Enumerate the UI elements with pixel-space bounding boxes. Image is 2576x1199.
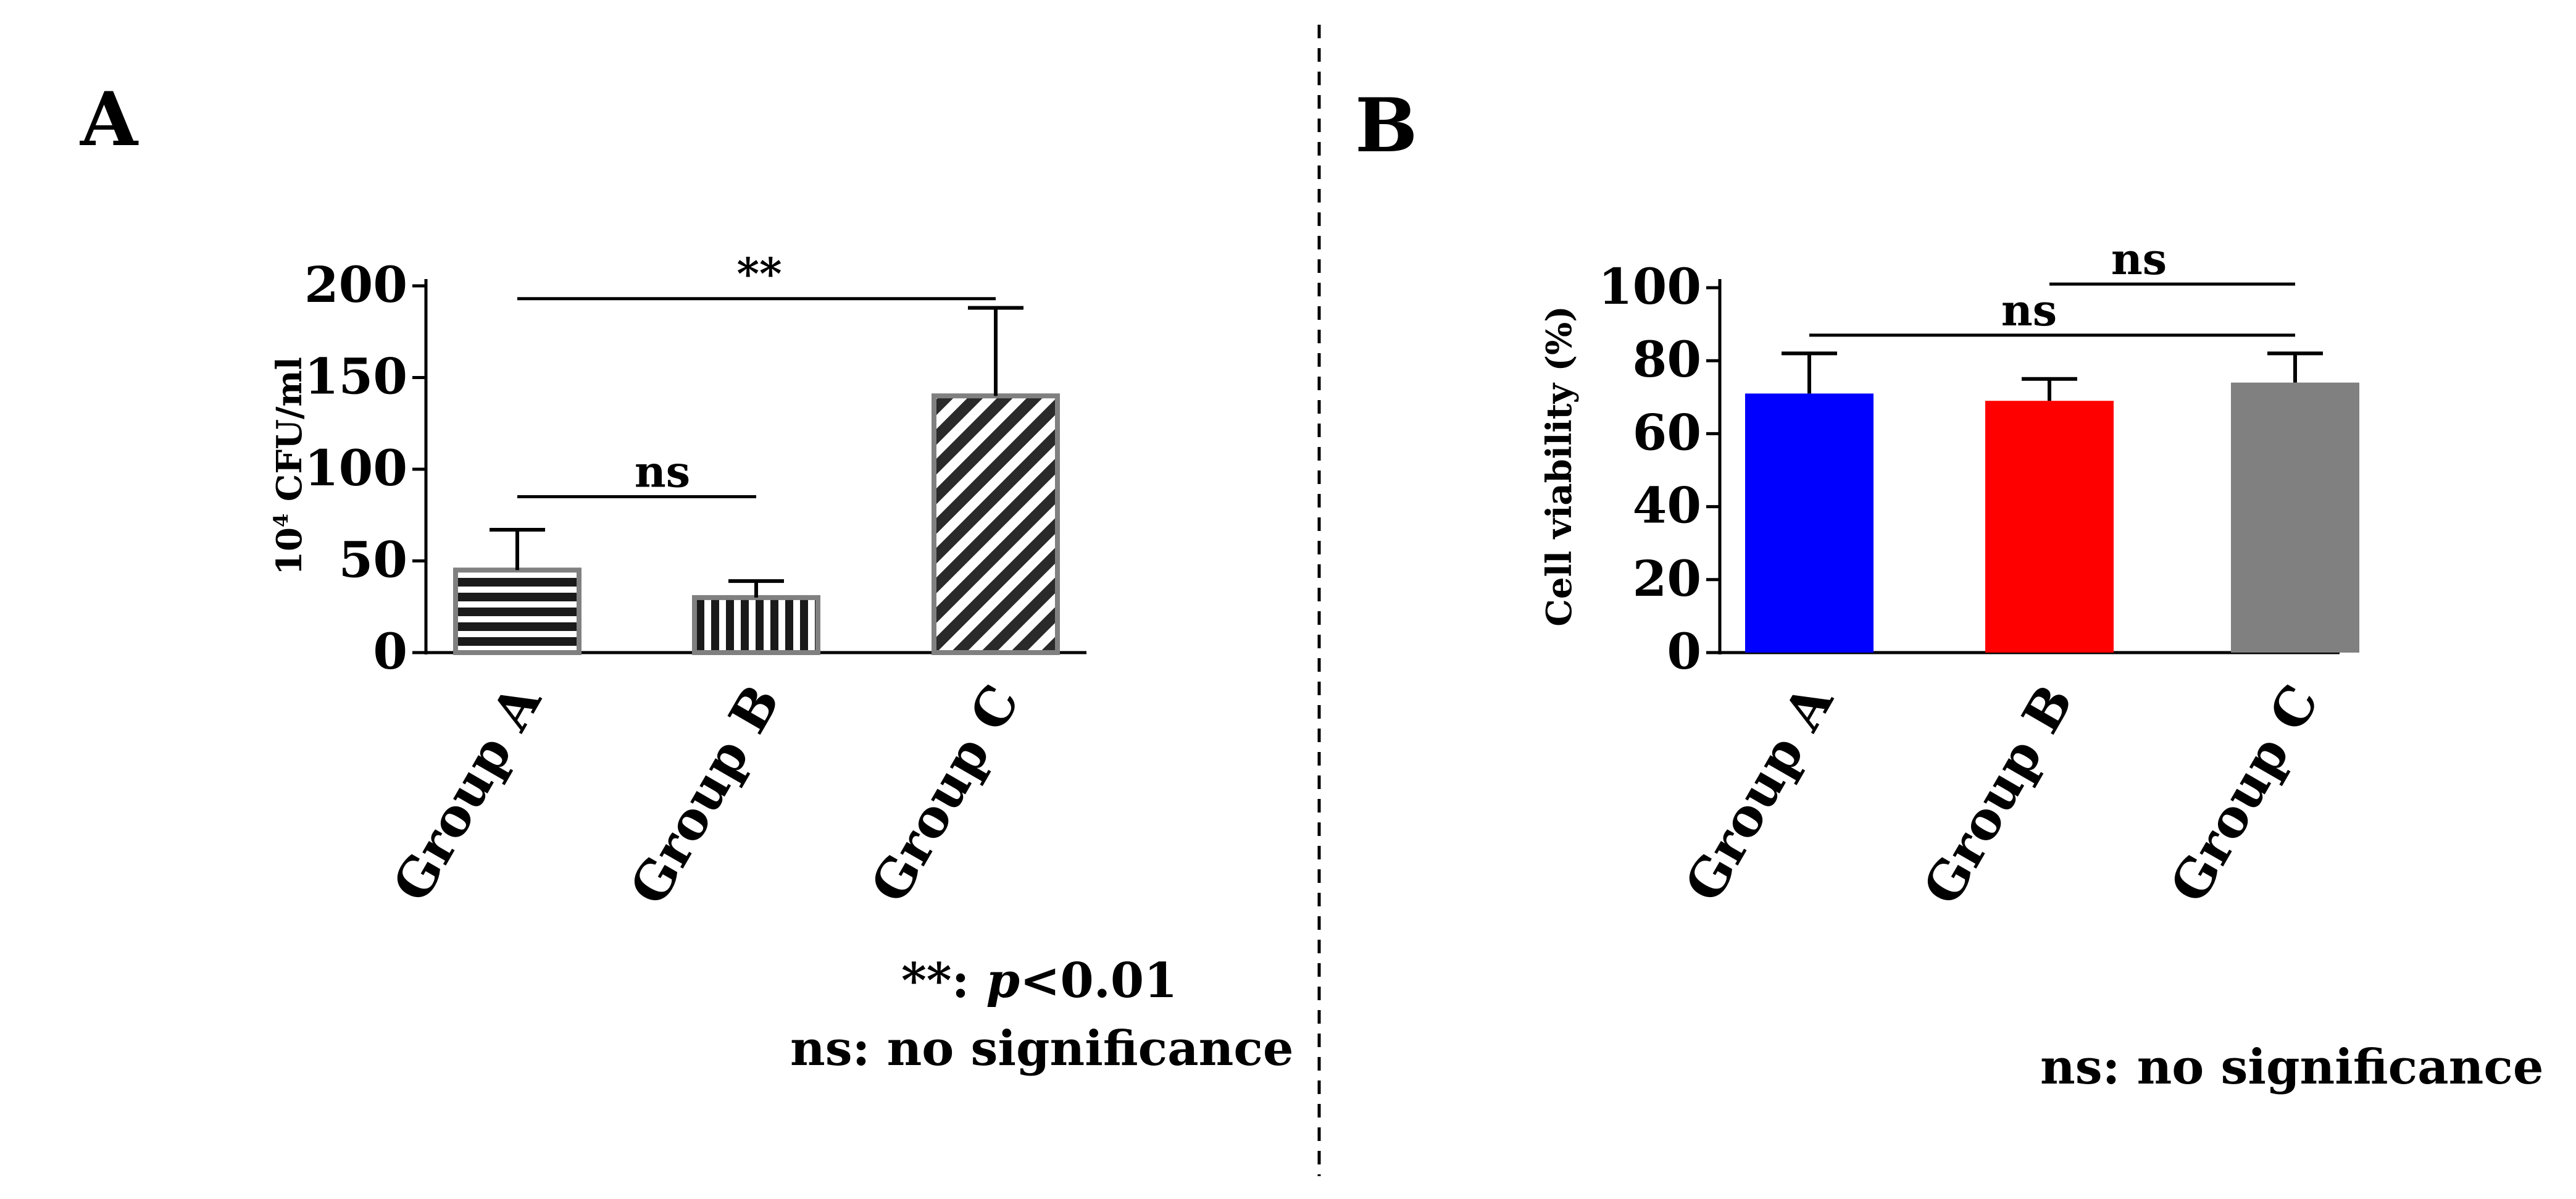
y-tick-label: 50 bbox=[339, 531, 407, 589]
y-tick-label: 150 bbox=[304, 348, 407, 406]
significance-label: ns bbox=[2001, 285, 2057, 336]
panel-a-letter: A bbox=[80, 76, 139, 163]
significance-label: ns bbox=[635, 446, 690, 498]
x-tick-label-group-b: Group B bbox=[618, 675, 792, 915]
x-tick-label-group-b: Group B bbox=[1911, 675, 2085, 915]
bar-group-a bbox=[453, 567, 581, 655]
bar-group-c bbox=[932, 393, 1060, 655]
bar-group-b bbox=[692, 595, 820, 656]
x-tick-label-group-a: Group A bbox=[380, 674, 553, 912]
significance-label: ** bbox=[736, 248, 782, 299]
x-tick-label-group-a: Group A bbox=[1672, 674, 1845, 912]
legend-a-line-1: **: p<0.01 bbox=[901, 953, 1177, 1009]
bar-group-a bbox=[1745, 393, 1874, 653]
bar-group-c bbox=[2231, 382, 2359, 653]
y-tick-label: 60 bbox=[1633, 403, 1701, 461]
y-tick-label: 0 bbox=[1667, 622, 1701, 680]
panel-b-letter: B bbox=[1355, 82, 1417, 169]
bar-group-b bbox=[1985, 401, 2114, 653]
y-tick-label: 80 bbox=[1633, 330, 1701, 388]
y-tick-label: 100 bbox=[304, 439, 407, 497]
y-axis-label: 104 CFU/ml bbox=[269, 357, 310, 575]
legend-a-line-2: ns: no significance bbox=[790, 1021, 1293, 1077]
y-axis-label: Cell viability (%) bbox=[1539, 306, 1580, 626]
significance-label: ns bbox=[2111, 233, 2167, 285]
y-tick-label: 0 bbox=[373, 622, 407, 680]
y-tick-label: 200 bbox=[304, 256, 407, 314]
x-tick-label-group-c: Group C bbox=[2158, 675, 2331, 913]
legend-b-line-1: ns: no significance bbox=[2040, 1039, 2543, 1095]
y-tick-label: 40 bbox=[1633, 477, 1701, 535]
y-tick-label: 100 bbox=[1598, 257, 1701, 315]
x-tick-label-group-c: Group C bbox=[859, 675, 1032, 913]
y-tick-label: 20 bbox=[1633, 549, 1701, 608]
